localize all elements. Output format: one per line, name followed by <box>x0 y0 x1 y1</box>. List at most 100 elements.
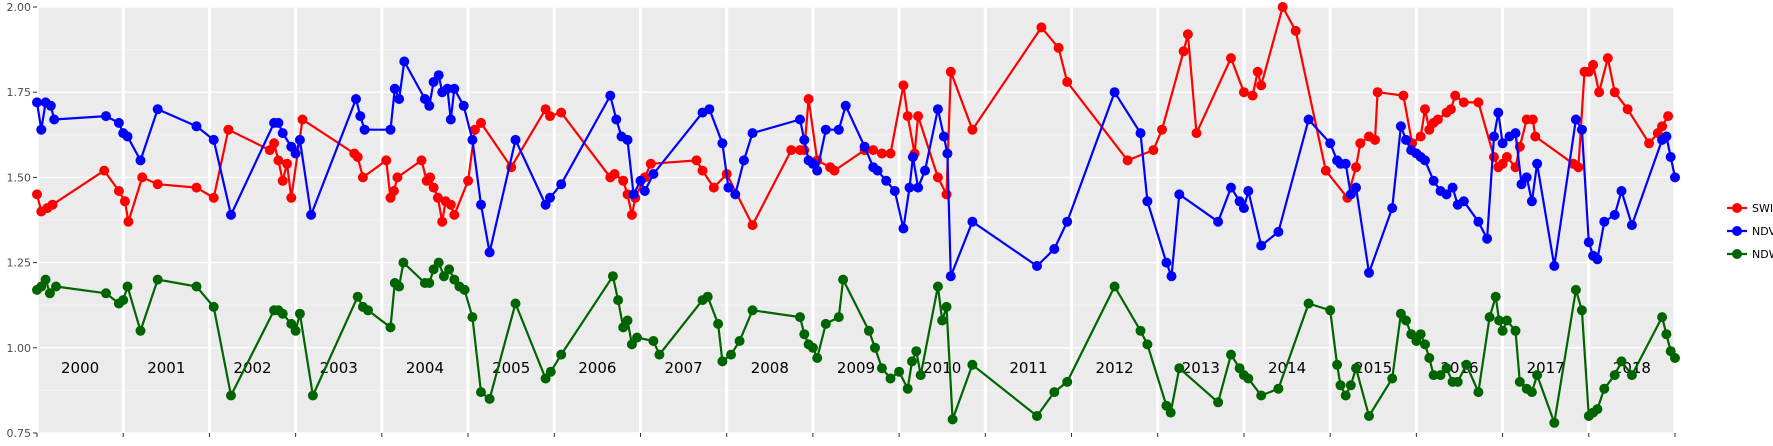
data-point-ndwi <box>277 308 288 319</box>
data-point-ndwi <box>911 346 922 357</box>
data-point-ndvi <box>1340 158 1351 169</box>
data-point-swir <box>352 152 363 162</box>
data-point-ndwi <box>226 390 236 401</box>
year-label: 2004 <box>406 359 444 377</box>
data-point-ndwi <box>932 281 943 292</box>
data-point-ndvi <box>738 155 749 166</box>
data-point-ndvi <box>152 104 163 115</box>
data-point-ndwi <box>208 301 219 312</box>
data-point-swir <box>786 145 797 156</box>
data-point-ndvi <box>1135 128 1146 139</box>
legend-key-point <box>1732 203 1742 213</box>
data-point-ndwi <box>1490 291 1501 302</box>
data-point-swir <box>1062 77 1073 87</box>
y-tick-label: 2.00 <box>7 1 32 14</box>
data-point-ndvi <box>277 128 288 139</box>
year-label: 2010 <box>923 359 961 377</box>
data-point-swir <box>113 186 124 196</box>
data-point-swir <box>191 182 202 193</box>
data-point-ndvi <box>101 111 111 122</box>
year-label: 2014 <box>1268 359 1306 377</box>
data-point-ndwi <box>1401 315 1411 326</box>
year-label: 2013 <box>1182 359 1220 377</box>
data-point-swir <box>1226 53 1236 64</box>
data-point-swir <box>1445 104 1456 115</box>
data-point-swir <box>1191 128 1202 139</box>
data-point-swir <box>223 124 234 135</box>
data-point-ndvi <box>32 97 42 108</box>
data-point-ndwi <box>398 257 409 268</box>
data-point-swir <box>1489 152 1499 162</box>
y-tick-label: 0.75 <box>7 427 32 440</box>
data-point-swir <box>437 216 448 227</box>
data-point-ndvi <box>1243 186 1254 196</box>
data-point-ndvi <box>1670 172 1680 183</box>
data-point-ndvi <box>135 155 146 166</box>
data-point-ndvi <box>622 134 633 145</box>
data-point-ndvi <box>290 148 301 159</box>
data-point-ndvi <box>723 182 734 193</box>
data-point-swir <box>1370 134 1380 145</box>
data-point-ndwi <box>394 281 405 292</box>
year-label: 2015 <box>1354 359 1392 377</box>
data-point-swir <box>416 155 427 166</box>
data-point-ndvi <box>424 100 435 111</box>
data-point-swir <box>432 192 443 203</box>
data-point-ndvi <box>1441 189 1452 200</box>
data-point-ndwi <box>613 295 624 306</box>
data-point-ndwi <box>294 308 305 319</box>
data-point-ndwi <box>870 342 880 353</box>
data-point-ndwi <box>937 315 948 326</box>
data-point-ndwi <box>290 325 301 336</box>
data-point-ndwi <box>967 359 978 370</box>
series-swir <box>32 2 1674 231</box>
data-point-ndvi <box>1583 237 1594 248</box>
data-point-ndwi <box>510 298 521 309</box>
data-point-ndwi <box>734 336 745 346</box>
data-point-ndwi <box>607 271 618 282</box>
data-point-ndvi <box>113 117 124 128</box>
data-point-swir <box>1157 124 1167 135</box>
data-point-ndwi <box>1661 329 1672 340</box>
year-label: 2005 <box>492 359 530 377</box>
data-point-ndwi <box>885 373 896 384</box>
data-point-ndvi <box>1273 226 1284 237</box>
data-point-ndvi <box>1364 267 1374 278</box>
data-point-ndvi <box>1661 131 1672 142</box>
data-point-ndwi <box>1497 325 1508 336</box>
data-point-ndwi <box>459 284 470 295</box>
data-point-ndvi <box>191 121 202 132</box>
data-point-ndwi <box>807 342 818 353</box>
data-point-swir <box>1609 87 1620 98</box>
data-point-ndwi <box>424 278 435 288</box>
data-point-ndwi <box>428 264 439 275</box>
data-point-ndvi <box>898 223 909 234</box>
data-point-ndvi <box>639 186 650 196</box>
data-point-ndvi <box>273 117 284 128</box>
series-ndvi <box>32 56 1680 282</box>
data-point-ndwi <box>1473 387 1484 398</box>
data-point-swir <box>269 138 280 149</box>
data-point-swir <box>1351 162 1361 173</box>
data-point-ndvi <box>730 189 741 200</box>
data-point-swir <box>1372 87 1383 98</box>
data-point-ndwi <box>1213 397 1224 408</box>
series-layer <box>32 2 1680 428</box>
data-point-ndwi <box>1599 383 1610 394</box>
data-point-swir <box>898 80 909 91</box>
data-point-ndvi <box>1626 220 1637 231</box>
data-point-ndvi <box>1489 131 1499 142</box>
data-point-ndwi <box>467 312 478 323</box>
data-point-ndwi <box>40 274 51 285</box>
data-point-ndwi <box>44 288 55 299</box>
data-point-ndvi <box>1592 254 1603 265</box>
data-point-swir <box>708 182 719 193</box>
data-point-ndvi <box>717 138 728 149</box>
data-point-ndvi <box>1142 196 1153 207</box>
data-point-swir <box>868 145 879 156</box>
data-point-swir <box>932 172 943 183</box>
data-point-swir <box>463 175 474 186</box>
data-point-ndwi <box>1549 417 1560 428</box>
data-point-swir <box>1053 42 1064 53</box>
